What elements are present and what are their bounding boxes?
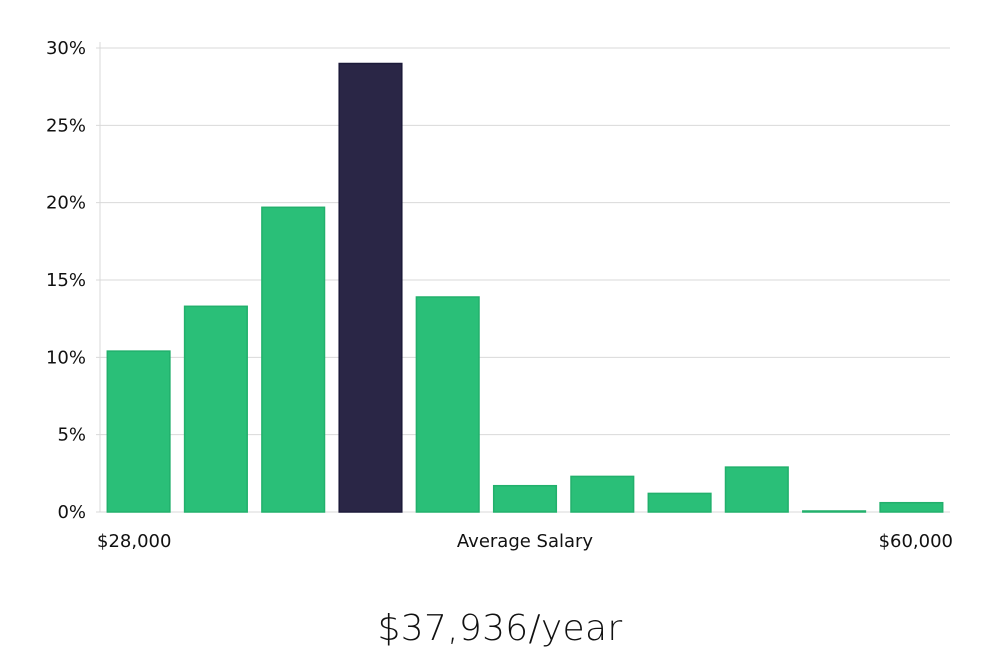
bar (724, 466, 789, 513)
y-tick-label: 30% (46, 38, 86, 59)
bar (570, 475, 635, 513)
bar (106, 350, 171, 513)
y-tick-label: 10% (46, 347, 86, 368)
y-axis-tick-labels: 0% 5% 10% 15% 20% 25% 30% (46, 38, 86, 523)
y-tick-label: 15% (46, 270, 86, 291)
y-tick-label: 5% (57, 425, 86, 446)
average-salary-headline: $37,936/year (377, 608, 623, 649)
y-tick-label: 20% (46, 193, 86, 214)
y-tick-label: 25% (46, 115, 86, 136)
bar (647, 492, 712, 513)
bar (879, 501, 944, 513)
bar (802, 510, 867, 513)
bar (183, 305, 248, 513)
bar (261, 206, 326, 513)
bar-highlighted (338, 62, 403, 513)
bar (492, 484, 558, 513)
y-tick-label: 0% (57, 502, 86, 523)
bars (106, 62, 944, 513)
x-axis-label: Average Salary (457, 531, 594, 552)
salary-histogram: 0% 5% 10% 15% 20% 25% 30% $28,000 Average Sala… (46, 38, 953, 552)
x-min-label: $28,000 (97, 531, 171, 552)
x-max-label: $60,000 (879, 531, 953, 552)
bar (415, 296, 480, 513)
